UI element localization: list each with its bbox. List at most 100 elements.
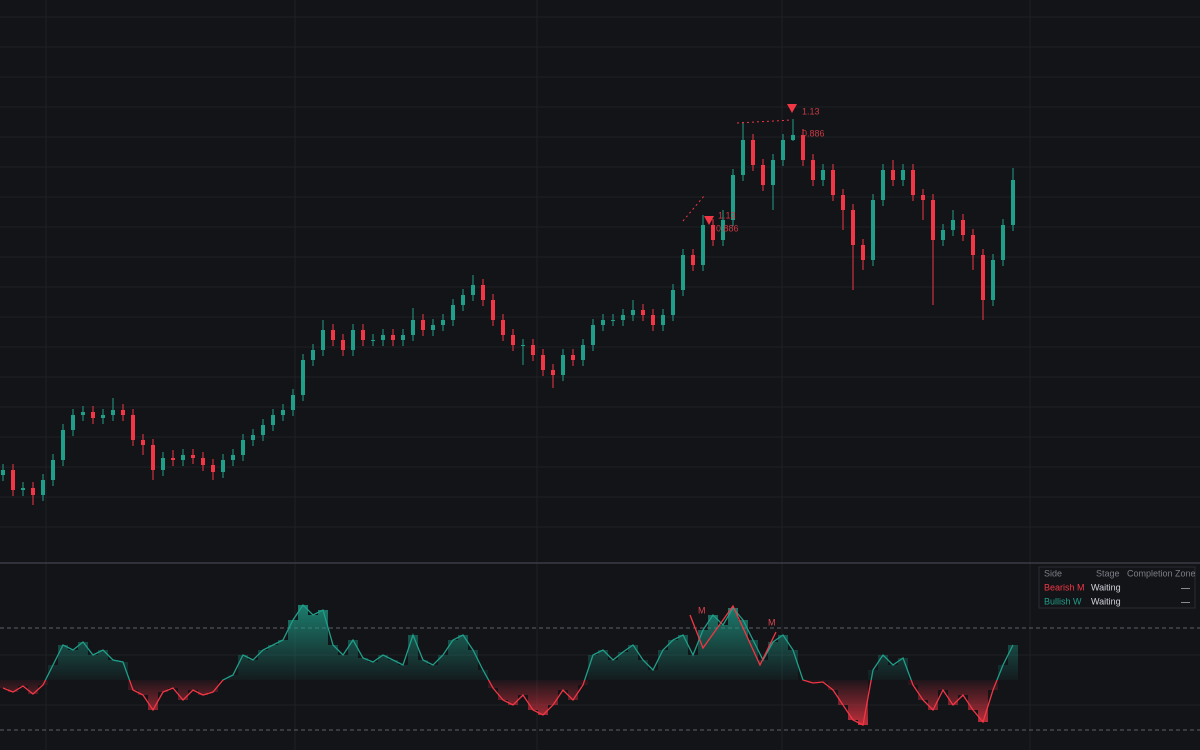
candle-body xyxy=(201,458,205,465)
oscillator-area xyxy=(158,680,168,692)
oscillator-area xyxy=(338,655,348,680)
status-table: Side Stage Completion Zone Bearish M Wai… xyxy=(1038,566,1196,609)
candle-body xyxy=(871,200,875,260)
candle-body xyxy=(461,295,465,305)
oscillator-area xyxy=(618,652,628,680)
candle-body xyxy=(841,195,845,210)
candle-body xyxy=(521,345,525,346)
pattern-label: M xyxy=(768,617,776,627)
oscillator-area xyxy=(238,655,248,680)
candle-body xyxy=(441,320,445,325)
candle-body xyxy=(181,455,185,460)
oscillator-area xyxy=(328,645,338,680)
oscillator-area xyxy=(808,680,818,683)
oscillator-area xyxy=(818,680,828,682)
oscillator-area xyxy=(828,680,838,690)
candle-body xyxy=(371,340,375,341)
oscillator-area xyxy=(58,645,68,680)
fib-label: 0.886 xyxy=(716,223,739,233)
candle-body xyxy=(811,160,815,180)
candle-body xyxy=(131,415,135,440)
oscillator-area xyxy=(508,680,518,705)
candle-body xyxy=(91,412,95,418)
oscillator-area xyxy=(978,680,988,722)
oscillator-area xyxy=(748,640,758,680)
oscillator-area xyxy=(28,680,38,694)
candle-body xyxy=(581,345,585,360)
table-cell: Waiting xyxy=(1091,596,1121,606)
fib-label: 1.13 xyxy=(802,106,820,116)
candle-body xyxy=(631,310,635,315)
oscillator-area xyxy=(408,635,418,680)
oscillator-area xyxy=(308,615,318,680)
oscillator-area xyxy=(708,615,718,680)
candle-body xyxy=(621,315,625,320)
oscillator-area xyxy=(88,655,98,680)
table-frame xyxy=(1038,566,1196,609)
candle-body xyxy=(701,225,705,265)
price-pane xyxy=(1,119,1015,505)
candle-body xyxy=(1011,180,1015,225)
candle-body xyxy=(821,170,825,180)
candle-body xyxy=(21,488,25,490)
oscillator-area xyxy=(438,655,448,680)
oscillator-area xyxy=(118,662,128,680)
candle-body xyxy=(661,315,665,325)
table-cell: Bullish W xyxy=(1044,596,1082,606)
oscillator-area xyxy=(768,642,778,680)
oscillator-area xyxy=(868,670,878,680)
oscillator-area xyxy=(628,645,638,680)
oscillator-area xyxy=(878,655,888,680)
table-cell: Bearish M xyxy=(1044,582,1085,592)
oscillator-area xyxy=(658,650,668,680)
oscillator-area xyxy=(398,665,408,680)
candle-body xyxy=(681,255,685,290)
oscillator-area xyxy=(728,608,738,680)
oscillator-line xyxy=(2,680,998,726)
oscillator-area xyxy=(38,680,48,685)
table-header: Completion Zone xyxy=(1127,568,1196,578)
oscillator-area xyxy=(678,635,688,680)
oscillator-area xyxy=(498,680,508,700)
oscillator-area xyxy=(488,680,498,688)
candle-body xyxy=(331,330,335,340)
table-cell: Waiting xyxy=(1091,582,1121,592)
candle-body xyxy=(211,465,215,472)
fib-label: 0.886 xyxy=(802,128,825,138)
oscillator-area xyxy=(468,650,478,680)
candle-body xyxy=(261,425,265,435)
candle-body xyxy=(951,220,955,230)
oscillator-area xyxy=(298,605,308,680)
pattern-line xyxy=(682,195,705,222)
candle-body xyxy=(721,220,725,240)
fib-label: 1.13 xyxy=(718,210,736,220)
candle-body xyxy=(791,135,795,140)
candle-body xyxy=(61,430,65,460)
pattern-line xyxy=(689,604,777,667)
candle-body xyxy=(911,170,915,195)
oscillator-area xyxy=(128,680,138,690)
bearish-marker xyxy=(787,104,797,113)
candle-body xyxy=(731,175,735,220)
oscillator-area xyxy=(418,660,428,680)
candle-body xyxy=(71,415,75,430)
oscillator-area xyxy=(538,680,548,715)
candle-body xyxy=(771,160,775,185)
oscillator-area xyxy=(688,655,698,680)
oscillator-area xyxy=(778,635,788,680)
table-cell: — xyxy=(1181,596,1190,606)
candle-body xyxy=(491,300,495,320)
candle-body xyxy=(551,370,555,375)
candle-body xyxy=(831,170,835,195)
candle-body xyxy=(861,245,865,260)
oscillator-area xyxy=(888,665,898,680)
candle-body xyxy=(781,140,785,160)
oscillator-area xyxy=(718,625,728,680)
candle-body xyxy=(291,395,295,410)
candle-body xyxy=(251,435,255,440)
candle-body xyxy=(641,310,645,315)
oscillator-area xyxy=(378,655,388,680)
oscillator-area xyxy=(568,680,578,700)
candle-body xyxy=(651,315,655,325)
